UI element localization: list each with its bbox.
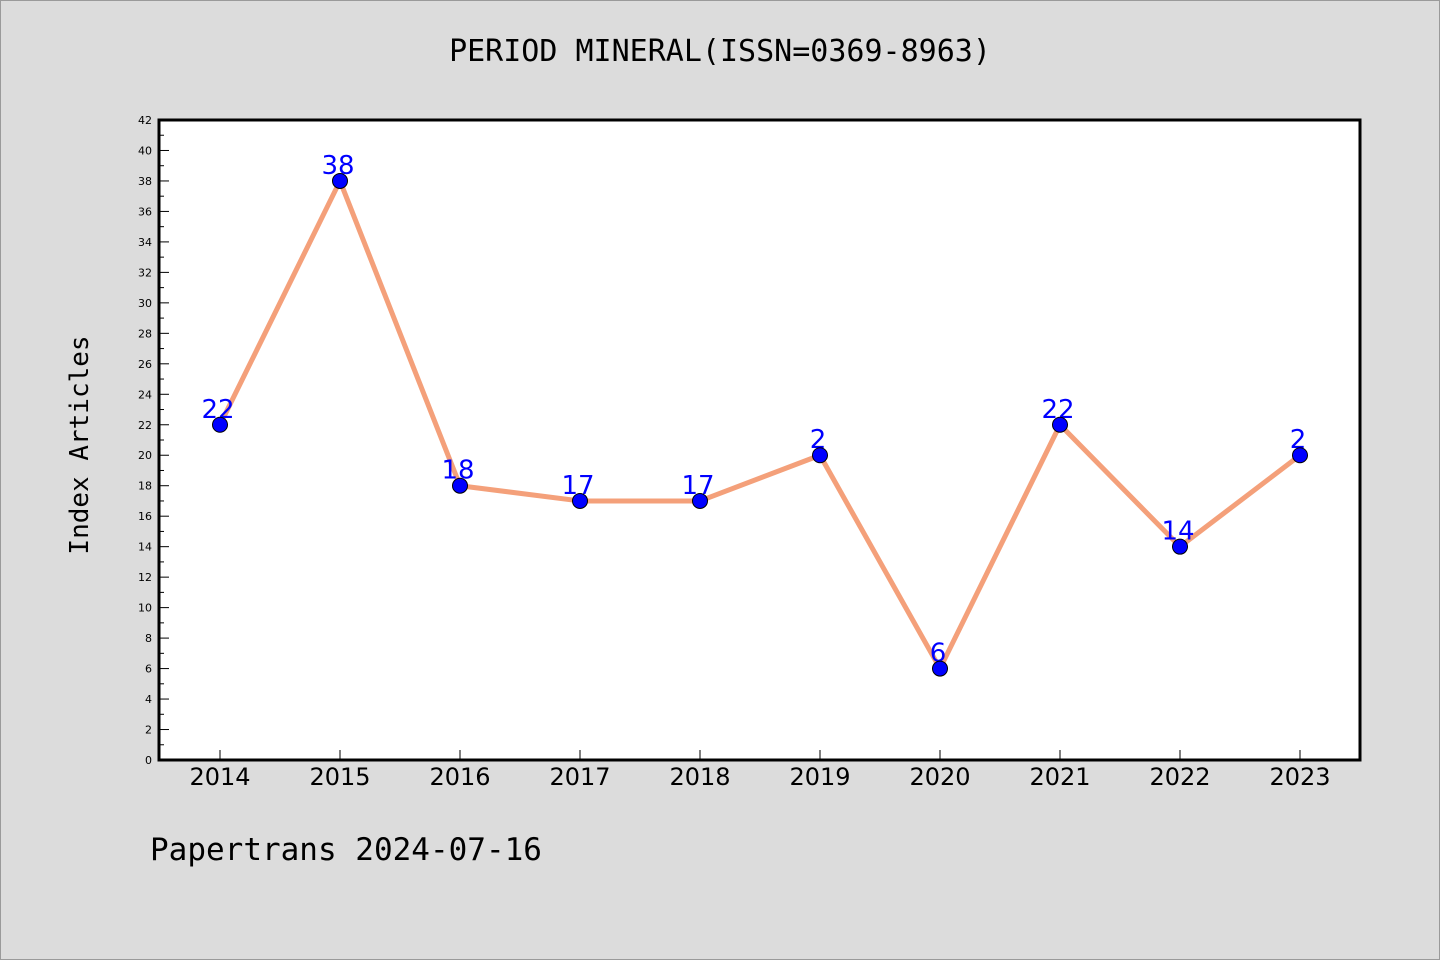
y-tick-label: 40 [138,144,152,157]
y-tick-label: 18 [138,480,152,493]
y-tick-label: 2 [145,724,152,737]
y-tick-label: 6 [145,663,152,676]
x-tick-label: 2020 [909,763,970,791]
chart-title: PERIOD MINERAL(ISSN=0369-8963) [449,34,991,69]
y-tick-label: 16 [138,510,152,523]
y-tick-label: 42 [138,114,152,127]
y-tick-label: 38 [138,175,152,188]
data-point [812,447,828,464]
data-markers [212,172,1308,677]
y-tick-label: 32 [138,266,152,279]
y-tick-label: 10 [138,602,152,615]
y-tick-label: 20 [138,449,152,462]
series-line [217,178,1303,672]
y-tick-label: 30 [138,297,152,310]
y-tick-label: 14 [138,541,152,554]
x-tick-label: 2017 [549,763,610,791]
x-tick-label: 2014 [189,763,250,791]
y-tick-label: 4 [145,693,152,706]
data-point [692,492,708,509]
y-tick-label: 8 [145,632,152,645]
y-tick-label: 12 [138,571,152,584]
data-point [212,416,228,433]
y-tick-label: 34 [138,236,152,249]
data-point [1292,447,1308,464]
x-tick-label: 2022 [1149,763,1210,791]
y-tick-label: 28 [138,327,152,340]
y-tick-label: 26 [138,358,152,371]
x-tick-label: 2015 [309,763,370,791]
x-tick-label: 2019 [789,763,850,791]
plot-area [157,118,1362,762]
data-point [332,172,348,189]
x-tick-label: 2016 [429,763,490,791]
x-tick-label: 2021 [1029,763,1090,791]
y-tick-label: 0 [145,754,152,767]
data-point [452,477,468,494]
y-tick-label: 24 [138,388,152,401]
footer-text: Papertrans 2024-07-16 [150,832,542,868]
data-point [1052,416,1068,433]
x-tick-label: 2018 [669,763,730,791]
y-tick-label: 36 [138,205,152,218]
x-tick-label: 2023 [1269,763,1330,791]
x-axis-ticks: 2014 2015 2016 2017 2018 2019 2020 2021 2022 2023 [189,750,1331,791]
data-point [932,660,948,677]
data-point [572,492,588,509]
data-point [1172,538,1188,555]
y-tick-label: 22 [138,419,152,432]
